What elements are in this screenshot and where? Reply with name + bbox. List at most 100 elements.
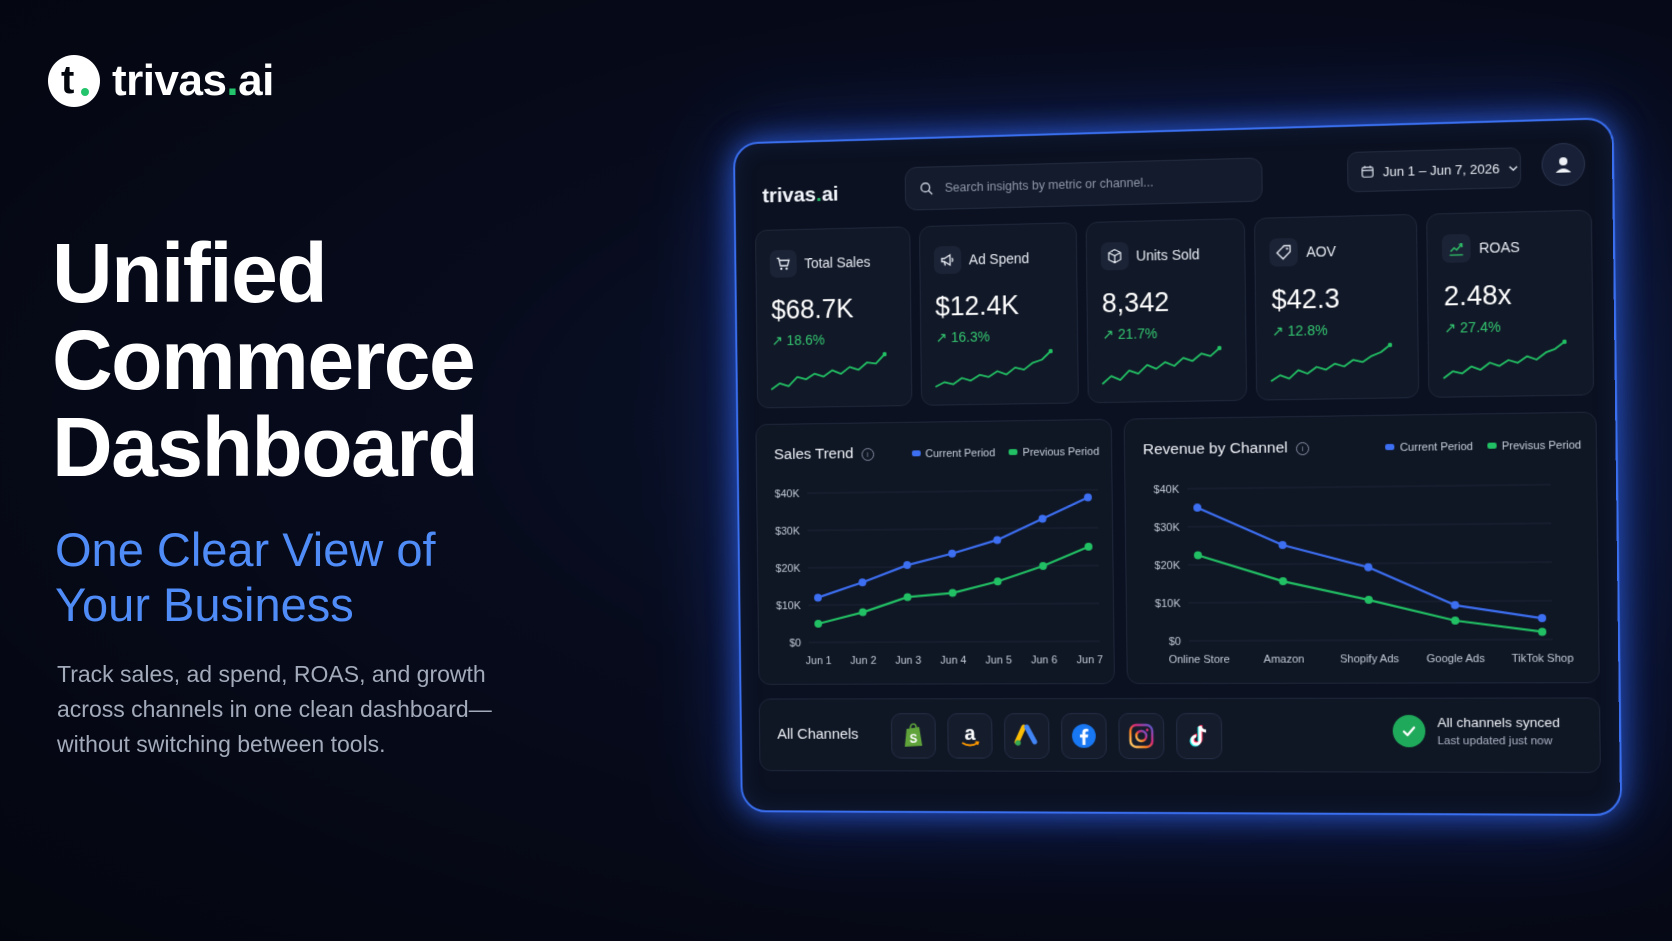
grid-line bbox=[808, 603, 1099, 605]
kpi-card-units-sold[interactable]: Units Sold 8,342 ↗ 21.7% bbox=[1085, 218, 1248, 404]
grid-line bbox=[1187, 485, 1551, 489]
data-point bbox=[1451, 616, 1460, 625]
hero-description: Track sales, ad spend, ROAS, and growth … bbox=[57, 661, 492, 757]
amazon-icon[interactable]: a bbox=[947, 713, 993, 759]
kpi-card-total-sales[interactable]: Total Sales $68.7K ↗ 18.6% bbox=[755, 226, 913, 409]
grid-line bbox=[808, 528, 1099, 531]
hero-title: Unified Commerce Dashboard bbox=[52, 226, 479, 494]
data-point bbox=[1083, 493, 1092, 502]
kpi-row: Total Sales $68.7K ↗ 18.6% Ad Spend $12.… bbox=[755, 209, 1595, 409]
sparkline-end-point bbox=[1216, 345, 1222, 351]
data-point bbox=[993, 577, 1002, 586]
brand-logo: t trivas.ai bbox=[48, 55, 274, 107]
x-tick-label: Jun 5 bbox=[985, 654, 1012, 666]
kpi-value: $42.3 bbox=[1271, 283, 1340, 315]
data-point bbox=[1084, 542, 1093, 551]
instagram-icon[interactable] bbox=[1118, 713, 1165, 760]
user-avatar[interactable] bbox=[1541, 142, 1586, 187]
kpi-label: Ad Spend bbox=[968, 250, 1030, 268]
svg-text:S: S bbox=[909, 732, 917, 746]
user-icon bbox=[1555, 157, 1572, 173]
series-line bbox=[817, 547, 1089, 624]
search-input[interactable] bbox=[942, 171, 1262, 196]
grid-line bbox=[808, 566, 1099, 568]
data-point bbox=[814, 619, 823, 628]
channels-bar: All Channels S a All channe bbox=[758, 697, 1601, 774]
facebook-icon[interactable] bbox=[1060, 713, 1107, 759]
date-range-picker[interactable]: Jun 1 – Jun 7, 2026 bbox=[1347, 147, 1522, 193]
sparkline bbox=[1100, 345, 1222, 388]
tag-icon bbox=[1269, 237, 1299, 267]
date-range-label: Jun 1 – Jun 7, 2026 bbox=[1382, 160, 1500, 179]
data-point bbox=[814, 593, 822, 602]
sparkline bbox=[1441, 339, 1567, 383]
grid-line bbox=[809, 641, 1100, 642]
data-point bbox=[903, 593, 912, 602]
sync-title: All channels synced bbox=[1437, 714, 1560, 731]
x-tick-label: Google Ads bbox=[1427, 653, 1486, 666]
y-tick-label: $40K bbox=[1154, 484, 1180, 496]
search-bar[interactable] bbox=[904, 157, 1263, 211]
sparkline-path bbox=[1271, 345, 1391, 381]
data-point bbox=[858, 578, 867, 587]
channels-label: All Channels bbox=[777, 725, 859, 743]
data-point bbox=[1038, 514, 1047, 523]
chevron-down-icon bbox=[1508, 162, 1519, 173]
sales-trend-chart: $0 $10K $20K $30K $40K Jun 1 Jun 2 Jun 3 Jun 4 Ju… bbox=[775, 420, 1104, 667]
x-tick-label: Jun 7 bbox=[1077, 654, 1104, 666]
series-line bbox=[817, 497, 1089, 597]
y-tick-label: $30K bbox=[775, 526, 801, 538]
sparkline bbox=[769, 351, 887, 393]
x-tick-label: Jun 2 bbox=[850, 655, 876, 667]
kpi-card-roas[interactable]: ROAS 2.48x ↗ 27.4% bbox=[1426, 209, 1595, 398]
kpi-change: ↗ 21.7% bbox=[1102, 325, 1158, 343]
y-tick-label: $20K bbox=[1154, 560, 1180, 572]
kpi-label: Units Sold bbox=[1136, 246, 1200, 264]
kpi-card-ad-spend[interactable]: Ad Spend $12.4K ↗ 16.3% bbox=[918, 222, 1079, 406]
y-tick-label: $20K bbox=[776, 563, 802, 575]
data-point bbox=[1278, 540, 1287, 550]
sales-trend-panel: Sales Trend i Current Period Previous Per… bbox=[755, 418, 1115, 685]
calendar-icon bbox=[1360, 164, 1374, 179]
data-point bbox=[903, 561, 912, 570]
sparkline-path bbox=[771, 354, 885, 389]
data-point bbox=[1538, 627, 1547, 636]
data-point bbox=[1450, 601, 1460, 610]
tiktok-icon[interactable] bbox=[1175, 712, 1223, 760]
revenue-by-channel-panel: Revenue by Channel i Current Period Previ… bbox=[1123, 411, 1600, 685]
channel-icons: S a bbox=[890, 712, 1223, 760]
data-point bbox=[1364, 563, 1373, 572]
kpi-change: ↗ 27.4% bbox=[1443, 318, 1501, 336]
kpi-label: AOV bbox=[1306, 243, 1337, 260]
shopify-icon[interactable]: S bbox=[890, 713, 937, 759]
sparkline-path bbox=[935, 351, 1051, 387]
grid-line bbox=[807, 490, 1098, 493]
data-point bbox=[948, 589, 957, 597]
kpi-value: $68.7K bbox=[771, 293, 854, 325]
kpi-value: $12.4K bbox=[935, 290, 1020, 322]
x-tick-label: Shopify Ads bbox=[1340, 653, 1400, 665]
dashboard-logo[interactable]: trivas.ai bbox=[762, 182, 839, 208]
data-point bbox=[858, 608, 867, 617]
y-tick-label: $0 bbox=[1169, 636, 1181, 648]
google-ads-icon[interactable] bbox=[1003, 713, 1050, 759]
revenue-by-channel-chart: $0 $10K $20K $30K $40K Online Store Amazon Shop… bbox=[1154, 413, 1574, 666]
x-tick-label: Jun 4 bbox=[940, 655, 966, 667]
x-tick-label: TikTok Shop bbox=[1511, 653, 1573, 666]
brand-mark-icon: t bbox=[48, 55, 100, 107]
svg-text:a: a bbox=[964, 723, 976, 745]
megaphone-icon bbox=[933, 245, 962, 275]
sparkline-path bbox=[1443, 342, 1565, 379]
kpi-card-aov[interactable]: AOV $42.3 ↗ 12.8% bbox=[1254, 213, 1420, 401]
sparkline-path bbox=[1102, 348, 1220, 384]
cart-icon bbox=[769, 249, 797, 278]
data-point bbox=[1364, 595, 1373, 604]
data-point bbox=[1193, 503, 1202, 512]
x-tick-label: Online Store bbox=[1169, 654, 1230, 666]
y-tick-label: $0 bbox=[789, 637, 801, 649]
trend-chart-icon bbox=[1441, 233, 1471, 263]
dashboard-window: trivas.ai Jun 1 – Jun 7, 2026 Total Sale… bbox=[732, 117, 1623, 817]
x-tick-label: Jun 3 bbox=[895, 655, 921, 667]
kpi-change: ↗ 16.3% bbox=[935, 328, 990, 346]
kpi-label: Total Sales bbox=[804, 253, 871, 272]
